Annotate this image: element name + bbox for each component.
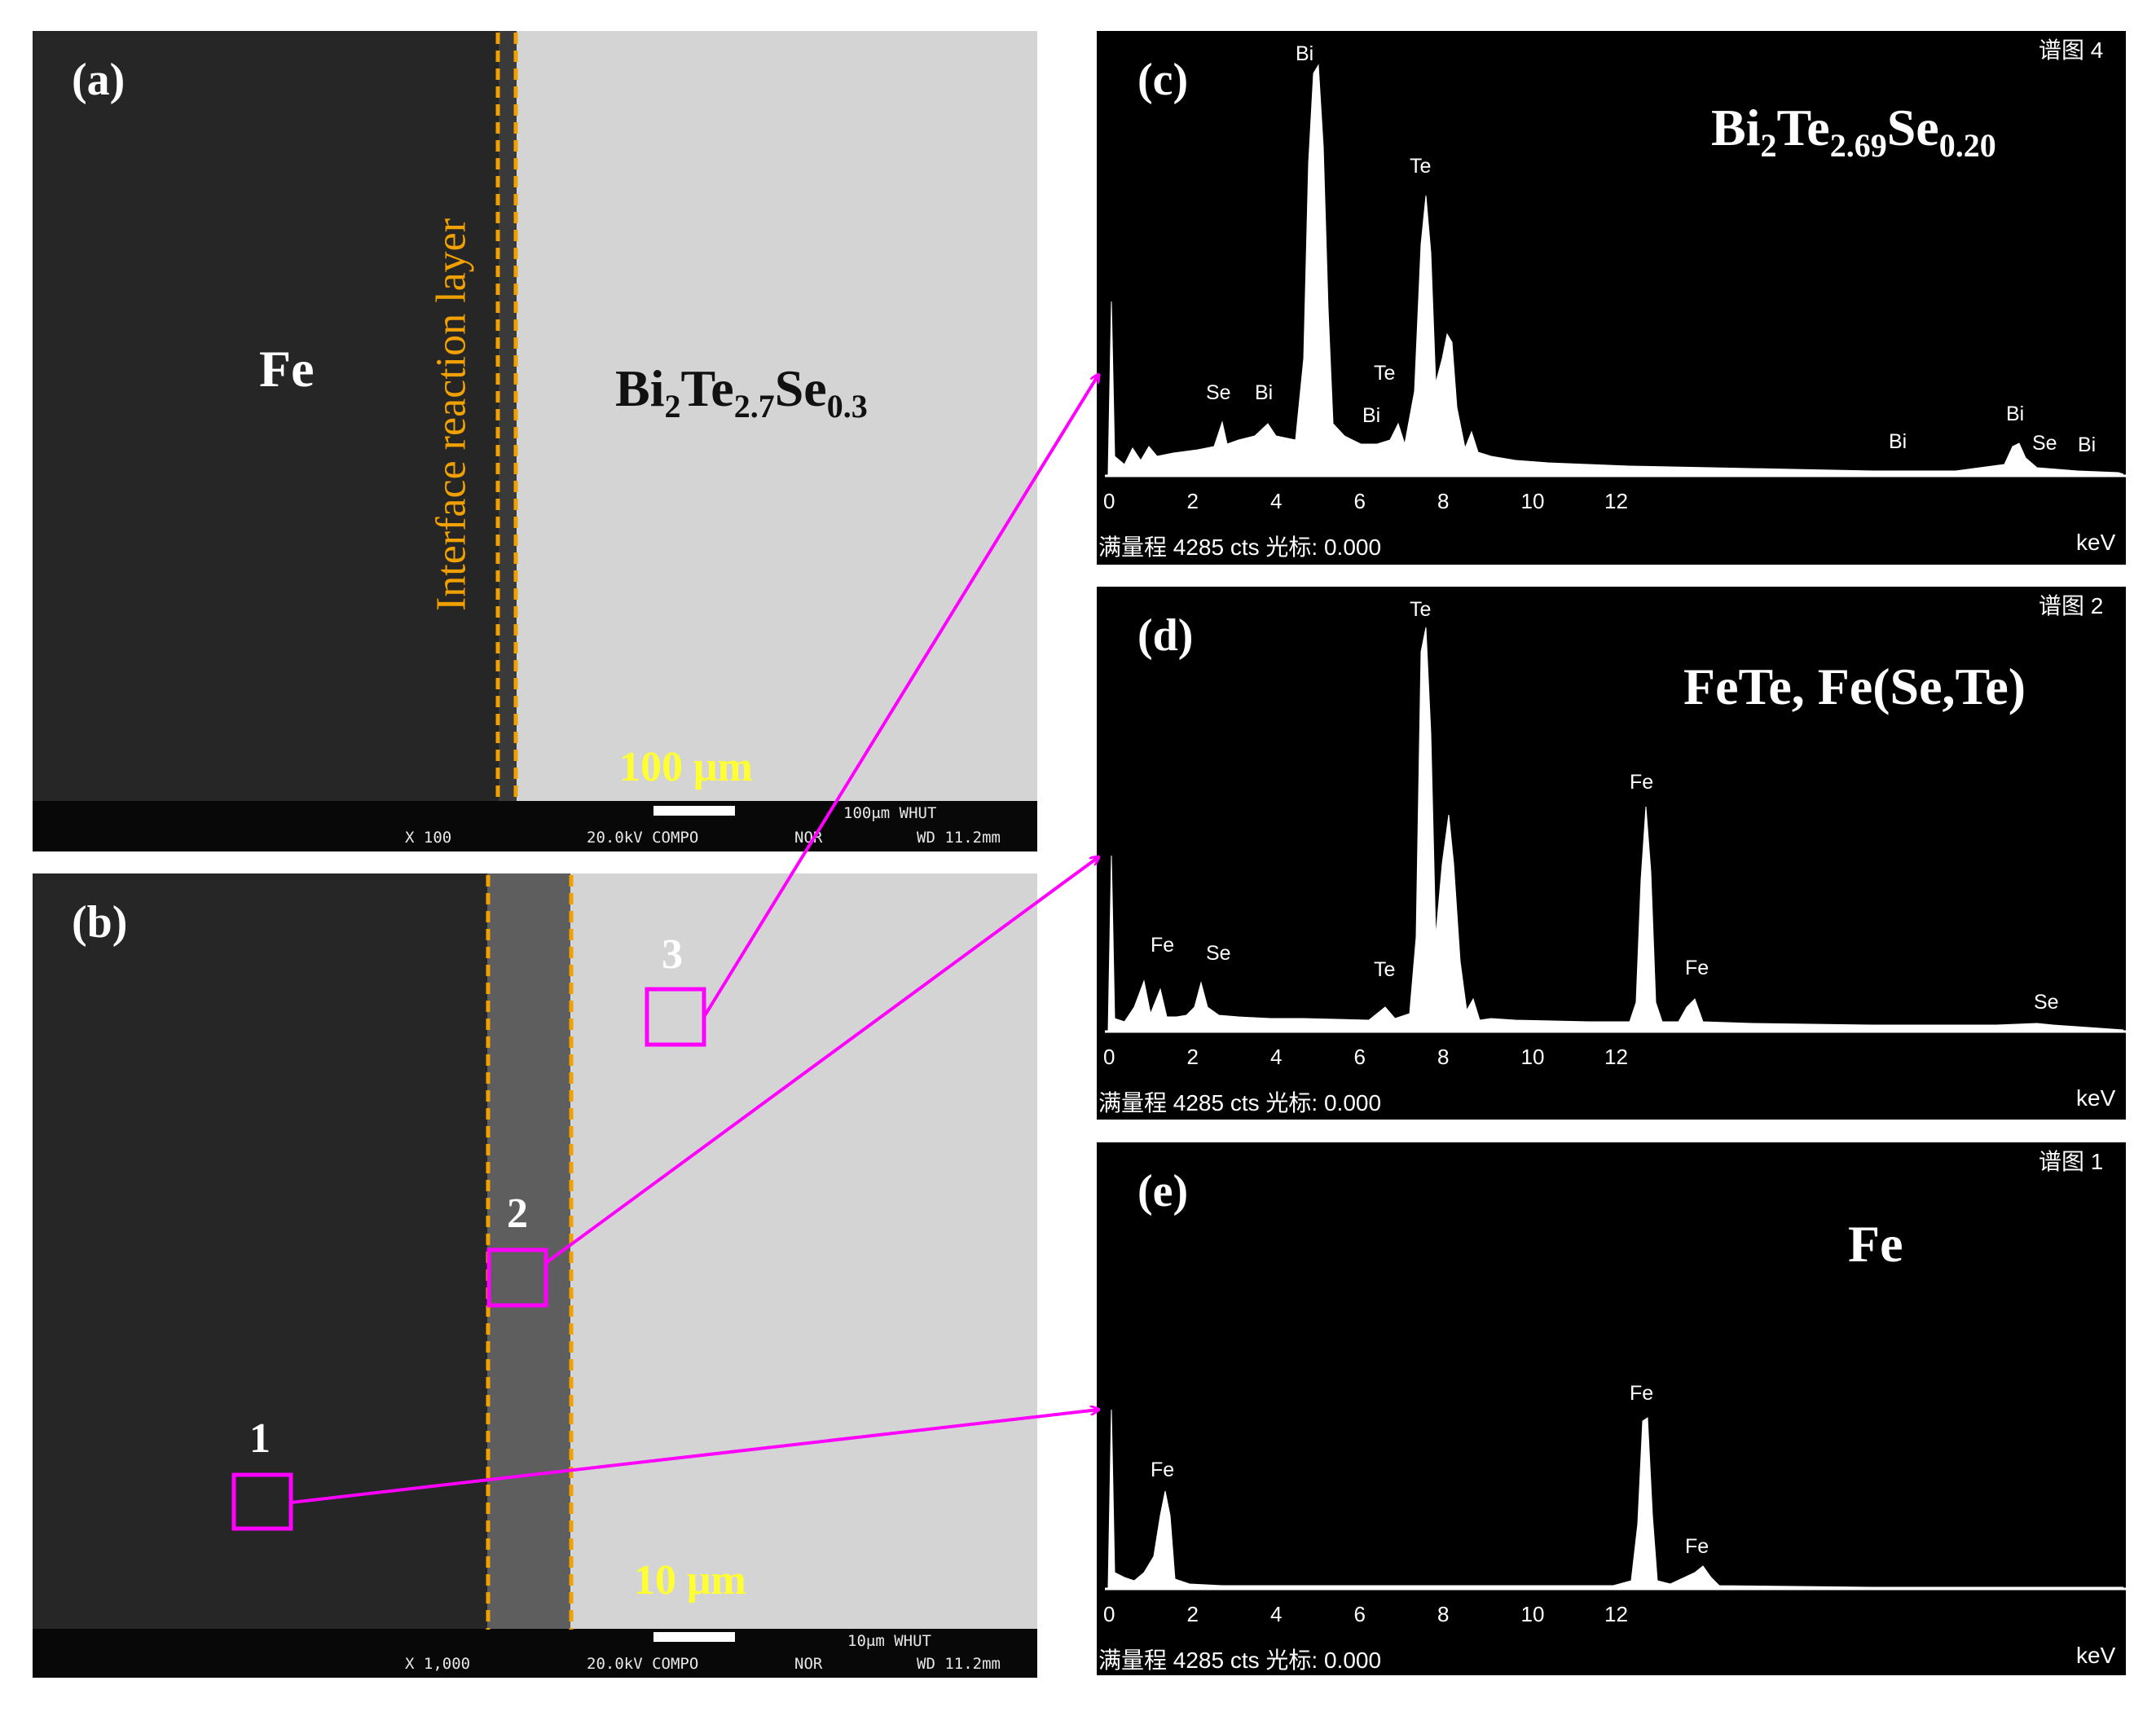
axis-tick-label: 10: [1520, 489, 1545, 513]
point-box-3: [645, 987, 706, 1047]
panel-label-e: (e): [1137, 1166, 1189, 1217]
axis-tick-label: 6: [1353, 489, 1366, 513]
spectrum-no-d: 谱图 2: [2039, 593, 2104, 618]
sem-info-bar-b: 10μm WHUT X 1,000 20.0kV COMPO NOR WD 11…: [33, 1629, 1037, 1678]
arrow-2-to-d: [544, 857, 1098, 1265]
sem-panel-a: 100μm WHUT X 100 20.0kV COMPO NOR WD 11.…: [33, 31, 1037, 851]
sem-panel-b: 10μm WHUT X 1,000 20.0kV COMPO NOR WD 11…: [33, 873, 1037, 1678]
axis-tick-label: 2: [1186, 1602, 1199, 1626]
spectrum-d: [1107, 627, 2124, 1032]
point-label-1: 1: [249, 1415, 271, 1462]
interface-layer-a: [499, 31, 517, 801]
panel-label-b: (b): [72, 897, 128, 948]
peak-label: Bi: [1255, 381, 1274, 404]
sem-info-bar-a: 100μm WHUT X 100 20.0kV COMPO NOR WD 11.…: [33, 801, 1037, 851]
spectrum-no-e: 谱图 1: [2039, 1149, 2104, 1174]
peak-label: Fe: [1151, 1459, 1175, 1481]
composition-d: FeTe, Fe(Se,Te): [1683, 658, 2026, 715]
peak-label: Se: [2034, 991, 2059, 1014]
panel-label-c: (c): [1137, 55, 1189, 105]
axis-tick-label: 12: [1604, 489, 1628, 513]
axis-tick-label: 4: [1270, 1602, 1283, 1626]
point-box-2: [486, 1247, 548, 1308]
bar-wd-a: WD 11.2mm: [917, 829, 1001, 847]
axis-tick-label: 8: [1437, 489, 1450, 513]
peak-label: Se: [2032, 432, 2057, 455]
spectrum-no-c: 谱图 4: [2039, 37, 2104, 63]
axis-tick-label: 0: [1103, 1045, 1115, 1069]
peak-label: Bi: [2006, 403, 2025, 425]
bar-wd-b: WD 11.2mm: [917, 1655, 1001, 1673]
spectrum-footer: 满量程 4285 cts 光标: 0.000: [1098, 1090, 1382, 1115]
peak-label: Te: [1374, 958, 1396, 981]
peak-label: Bi: [1362, 404, 1381, 427]
bar-mag-b: X 1,000: [405, 1655, 471, 1673]
axis-tick-label: 8: [1437, 1045, 1450, 1069]
bar-kv-b: 20.0kV COMPO: [587, 1655, 699, 1673]
axis-tick-label: 2: [1186, 1045, 1199, 1069]
peak-label: Te: [1410, 155, 1432, 178]
axis-tick-label: 6: [1353, 1045, 1366, 1069]
spectrum-c: [1107, 64, 2124, 475]
peak-label: Se: [1206, 381, 1231, 404]
axis-tick-label: 4: [1270, 489, 1283, 513]
axis-unit: keV: [2076, 1643, 2116, 1668]
peak-label: Fe: [1630, 1382, 1654, 1405]
scale-text-a: 100 μm: [619, 744, 753, 790]
bar-scale-b: 10μm WHUT: [847, 1632, 931, 1650]
bar-kv-a: 20.0kV COMPO: [587, 829, 699, 847]
axis-tick-label: 10: [1520, 1602, 1545, 1626]
axis-tick-label: 12: [1604, 1602, 1628, 1626]
spectrum-footer: 满量程 4285 cts 光标: 0.000: [1098, 535, 1382, 560]
peak-label: Fe: [1685, 957, 1709, 979]
peak-label: Fe: [1151, 934, 1175, 957]
peak-label: Se: [1206, 942, 1231, 965]
axis-unit: keV: [2076, 1085, 2116, 1111]
peak-label: Te: [1374, 362, 1396, 385]
scale-text-b: 10 μm: [634, 1557, 746, 1604]
composition-e: Fe: [1848, 1215, 1903, 1273]
point-box-1: [231, 1472, 293, 1531]
axis-tick-label: 10: [1520, 1045, 1545, 1069]
arrow-1-to-e: [290, 1410, 1098, 1504]
axis-tick-label: 12: [1604, 1045, 1628, 1069]
axis-tick-label: 0: [1103, 489, 1115, 513]
panel-label-a: (a): [72, 55, 125, 105]
bite-region-a: [517, 31, 1037, 801]
axis-tick-label: 4: [1270, 1045, 1283, 1069]
bar-mag-a: X 100: [405, 829, 452, 847]
point-label-2: 2: [507, 1190, 528, 1237]
bar-scale-a: 100μm WHUT: [843, 804, 937, 822]
peak-label: Te: [1410, 598, 1432, 621]
scale-bar-b: [653, 1632, 735, 1642]
material-bite-a: Bi2Te2.7Se0.3: [615, 359, 868, 425]
peak-label: Bi: [1889, 430, 1907, 453]
panel-label-d: (d): [1137, 610, 1194, 661]
peak-label: Fe: [1685, 1535, 1709, 1558]
peak-label: Bi: [2078, 433, 2097, 456]
axis-unit: keV: [2076, 530, 2116, 555]
axis-tick-label: 2: [1186, 489, 1199, 513]
axis-tick-label: 8: [1437, 1602, 1450, 1626]
material-fe-a: Fe: [259, 340, 315, 398]
axis-tick-label: 0: [1103, 1602, 1115, 1626]
spectrum-footer: 满量程 4285 cts 光标: 0.000: [1098, 1648, 1382, 1673]
spectrum-e: [1107, 1409, 2123, 1588]
point-label-3: 3: [662, 931, 683, 978]
peak-label: Fe: [1630, 771, 1654, 794]
peak-label: Bi: [1296, 42, 1314, 65]
arrow-3-to-c: [702, 375, 1098, 1019]
axis-tick-label: 6: [1353, 1602, 1366, 1626]
scale-bar-a: [653, 806, 735, 816]
composition-c: Bi2Te2.69Se0.20: [1711, 99, 1996, 164]
bar-nor-b: NOR: [794, 1655, 823, 1673]
